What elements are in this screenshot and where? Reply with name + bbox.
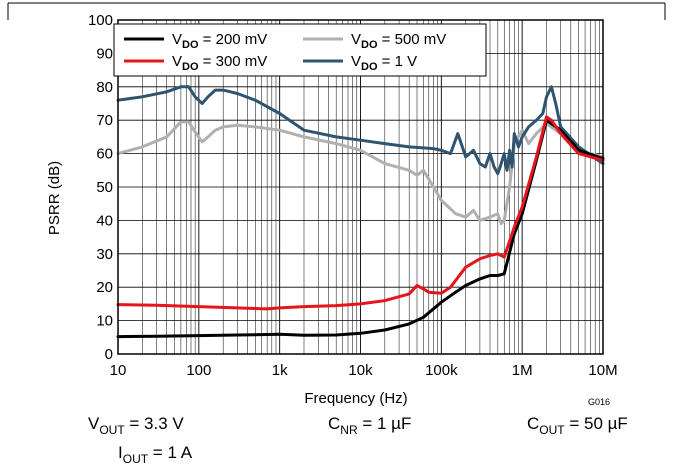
figure-code: G016 bbox=[588, 397, 610, 407]
y-tick-label: 0 bbox=[105, 346, 113, 363]
test-conditions: VOUT = 3.3 V CNR = 1 µF COUT = 50 µF IOUT =… bbox=[88, 414, 628, 466]
y-axis-label: PSRR (dB) bbox=[46, 161, 63, 235]
y-tick-label: 10 bbox=[96, 313, 113, 330]
series-line-1 bbox=[116, 115, 605, 311]
y-tick-label: 50 bbox=[96, 179, 113, 196]
y-tick-label: 60 bbox=[96, 146, 113, 163]
x-tick-label: 1k bbox=[272, 362, 288, 379]
condition-label: VOUT = 3.3 V bbox=[88, 414, 184, 437]
y-tick-label: 30 bbox=[96, 246, 113, 263]
data-series bbox=[116, 85, 605, 339]
y-tick-label: 80 bbox=[96, 79, 113, 96]
plot-area-border bbox=[117, 19, 604, 355]
y-tick-label: 90 bbox=[96, 45, 113, 62]
x-tick-label: 10M bbox=[588, 362, 617, 379]
legend-box bbox=[113, 23, 487, 77]
x-tick-label: 10k bbox=[348, 362, 373, 379]
y-tick-label: 20 bbox=[96, 279, 113, 296]
x-tick-label: 100 bbox=[186, 362, 211, 379]
condition-label: CNR = 1 µF bbox=[328, 414, 411, 437]
y-tick-label: 100 bbox=[88, 12, 113, 29]
series-line-3 bbox=[116, 85, 605, 176]
legend-entry: VDO = 500 mV bbox=[351, 31, 446, 51]
condition-label: COUT = 50 µF bbox=[527, 414, 628, 437]
legend-entry: VDO = 300 mV bbox=[172, 53, 267, 73]
x-tick-label: 1M bbox=[512, 362, 533, 379]
tick-labels: 10 100 1k 10k 100k 1M 10M010203040506070809010… bbox=[88, 12, 618, 379]
y-tick-label: 40 bbox=[96, 212, 113, 229]
x-tick-label: 10 bbox=[110, 362, 127, 379]
legend-entry: VDO = 200 mV bbox=[172, 31, 267, 51]
x-axis-label: Frequency (Hz) bbox=[304, 390, 407, 407]
condition-label: IOUT = 1 A bbox=[118, 443, 193, 466]
legend-entry: VDO = 1 V bbox=[351, 53, 417, 73]
series-line-2 bbox=[116, 120, 605, 226]
y-tick-label: 70 bbox=[96, 112, 113, 129]
x-tick-label: 100k bbox=[425, 362, 458, 379]
